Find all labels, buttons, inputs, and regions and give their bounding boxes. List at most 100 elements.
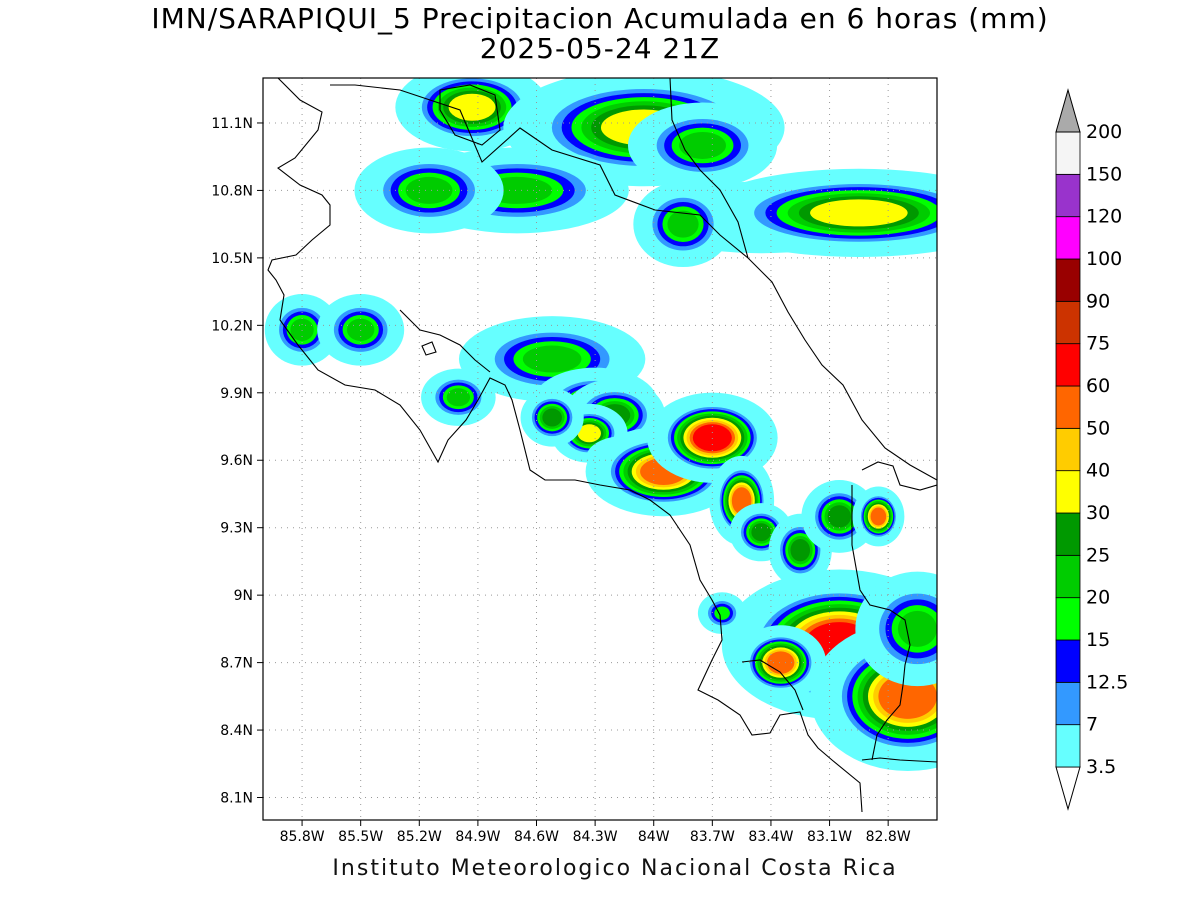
y-tick-label: 11.1N	[211, 116, 253, 132]
precip-cell	[855, 571, 937, 687]
colorbar-label: 25	[1086, 544, 1110, 566]
precip-contour	[290, 318, 314, 342]
pacific-coastline	[267, 78, 863, 813]
footer-credit: Instituto Meteorologico Nacional Costa R…	[332, 856, 898, 881]
colorbar-swatch	[1055, 258, 1081, 302]
x-tick-label: 85.2W	[397, 829, 442, 845]
y-tick-label: 8.7N	[220, 656, 253, 672]
precip-contour	[897, 610, 937, 647]
colorbar-swatch	[1055, 216, 1081, 260]
colorbar-swatch	[1055, 427, 1081, 472]
colorbar-swatch	[1055, 639, 1081, 683]
panama-coast	[861, 757, 937, 763]
x-tick-label: 82.8W	[866, 829, 911, 845]
y-axis: 11.1N 10.8N 10.5N 10.2N 9.9N 9.6N 9.3N 9N 8.7N 8.…	[211, 116, 263, 807]
precip-contour	[542, 408, 562, 427]
precip-contour	[827, 505, 852, 528]
y-tick-label: 8.1N	[220, 791, 253, 807]
colorbar-max-arrow	[1055, 88, 1081, 133]
precip-cell	[735, 625, 827, 700]
nicoya-gulf-shore	[399, 309, 491, 373]
colorbar-label: 30	[1086, 502, 1110, 524]
x-axis: 85.8W 85.5W 85.2W 84.9W 84.6W 84.3W 84W 83.7W 83…	[280, 820, 911, 845]
colorbar-swatch	[1055, 131, 1081, 175]
colorbar-label: 150	[1086, 163, 1122, 185]
colorbar-label: 60	[1086, 375, 1110, 397]
precip-contour	[448, 93, 496, 121]
precip-contour	[790, 538, 811, 562]
y-tick-label: 9.6N	[220, 453, 253, 469]
precip-contour	[714, 606, 730, 620]
precip-cell	[633, 181, 733, 268]
lake-nicaragua	[439, 84, 501, 146]
precip-contour	[692, 424, 732, 452]
nicaragua-border	[330, 84, 749, 259]
x-tick-label: 83.7W	[690, 829, 735, 845]
x-tick-label: 85.5W	[338, 829, 383, 845]
precip-cell	[852, 486, 905, 547]
colorbar-swatch	[1055, 300, 1081, 345]
gulf-island	[421, 341, 437, 356]
plot-frame	[262, 77, 938, 821]
precip-contour	[346, 318, 375, 342]
map-title: IMN/SARAPIQUI_5 Precipitacion Acumulada …	[151, 2, 1049, 35]
precip-contour	[751, 523, 771, 542]
precip-contour	[810, 199, 908, 227]
x-tick-label: 84W	[638, 829, 670, 845]
colorbar-swatch	[1055, 681, 1081, 726]
y-tick-label: 10.5N	[211, 251, 253, 267]
panama-border	[851, 485, 911, 761]
precip-cell	[317, 294, 405, 366]
y-tick-label: 8.4N	[220, 723, 253, 739]
colorbar-swatch	[1055, 724, 1081, 768]
colorbar: 3.5 7 12.5 15 20 25 30 40 50 60 75 90 100 120 150 200	[1055, 88, 1128, 811]
precip-contour	[446, 388, 471, 407]
colorbar-label: 75	[1086, 333, 1110, 355]
colorbar-label: 200	[1086, 121, 1122, 143]
lat-lon-grid	[263, 78, 937, 820]
y-tick-label: 9.3N	[220, 521, 253, 537]
bocas-coast	[861, 461, 937, 491]
colorbar-swatch	[1055, 512, 1081, 556]
colorbar-label: 3.5	[1086, 756, 1116, 778]
y-tick-label: 9N	[234, 588, 253, 604]
colorbar-swatch	[1055, 554, 1081, 599]
precip-contour	[405, 176, 453, 204]
precip-cell	[520, 388, 584, 447]
colorbar-swatch	[1055, 343, 1081, 387]
precip-contour	[679, 131, 726, 159]
coastline-borders	[267, 78, 937, 813]
x-tick-label: 84.9W	[455, 829, 500, 845]
colorbar-label: 40	[1086, 460, 1110, 482]
colorbar-label: 15	[1086, 629, 1110, 651]
precip-contour	[870, 507, 887, 526]
osa-peninsula	[741, 659, 804, 711]
y-tick-label: 9.9N	[220, 386, 253, 402]
colorbar-swatch	[1055, 470, 1081, 514]
colorbar-label: 120	[1086, 206, 1122, 228]
colorbar-label: 7	[1086, 714, 1098, 736]
x-tick-label: 85.8W	[280, 829, 325, 845]
colorbar-swatch	[1055, 385, 1081, 429]
colorbar-label: 50	[1086, 417, 1110, 439]
precip-cell	[421, 368, 496, 426]
colorbar-label: 20	[1086, 587, 1110, 609]
x-tick-label: 83.4W	[748, 829, 793, 845]
precip-field	[264, 78, 937, 772]
valid-time: 2025-05-24 21Z	[479, 32, 721, 65]
precip-cell	[264, 294, 340, 366]
colorbar-min-arrow	[1055, 766, 1081, 811]
caribbean-coastline	[669, 78, 937, 481]
precip-cell	[354, 147, 504, 234]
precip-cell	[810, 621, 937, 772]
precip-contour	[577, 424, 601, 443]
colorbar-swatch	[1055, 597, 1081, 641]
precip-cell	[699, 168, 937, 257]
colorbar-label: 12.5	[1086, 671, 1128, 693]
y-tick-label: 10.2N	[211, 318, 253, 334]
x-tick-label: 84.3W	[573, 829, 618, 845]
precip-contour	[667, 210, 699, 238]
y-tick-label: 10.8N	[211, 183, 253, 199]
precip-contour	[522, 345, 582, 373]
